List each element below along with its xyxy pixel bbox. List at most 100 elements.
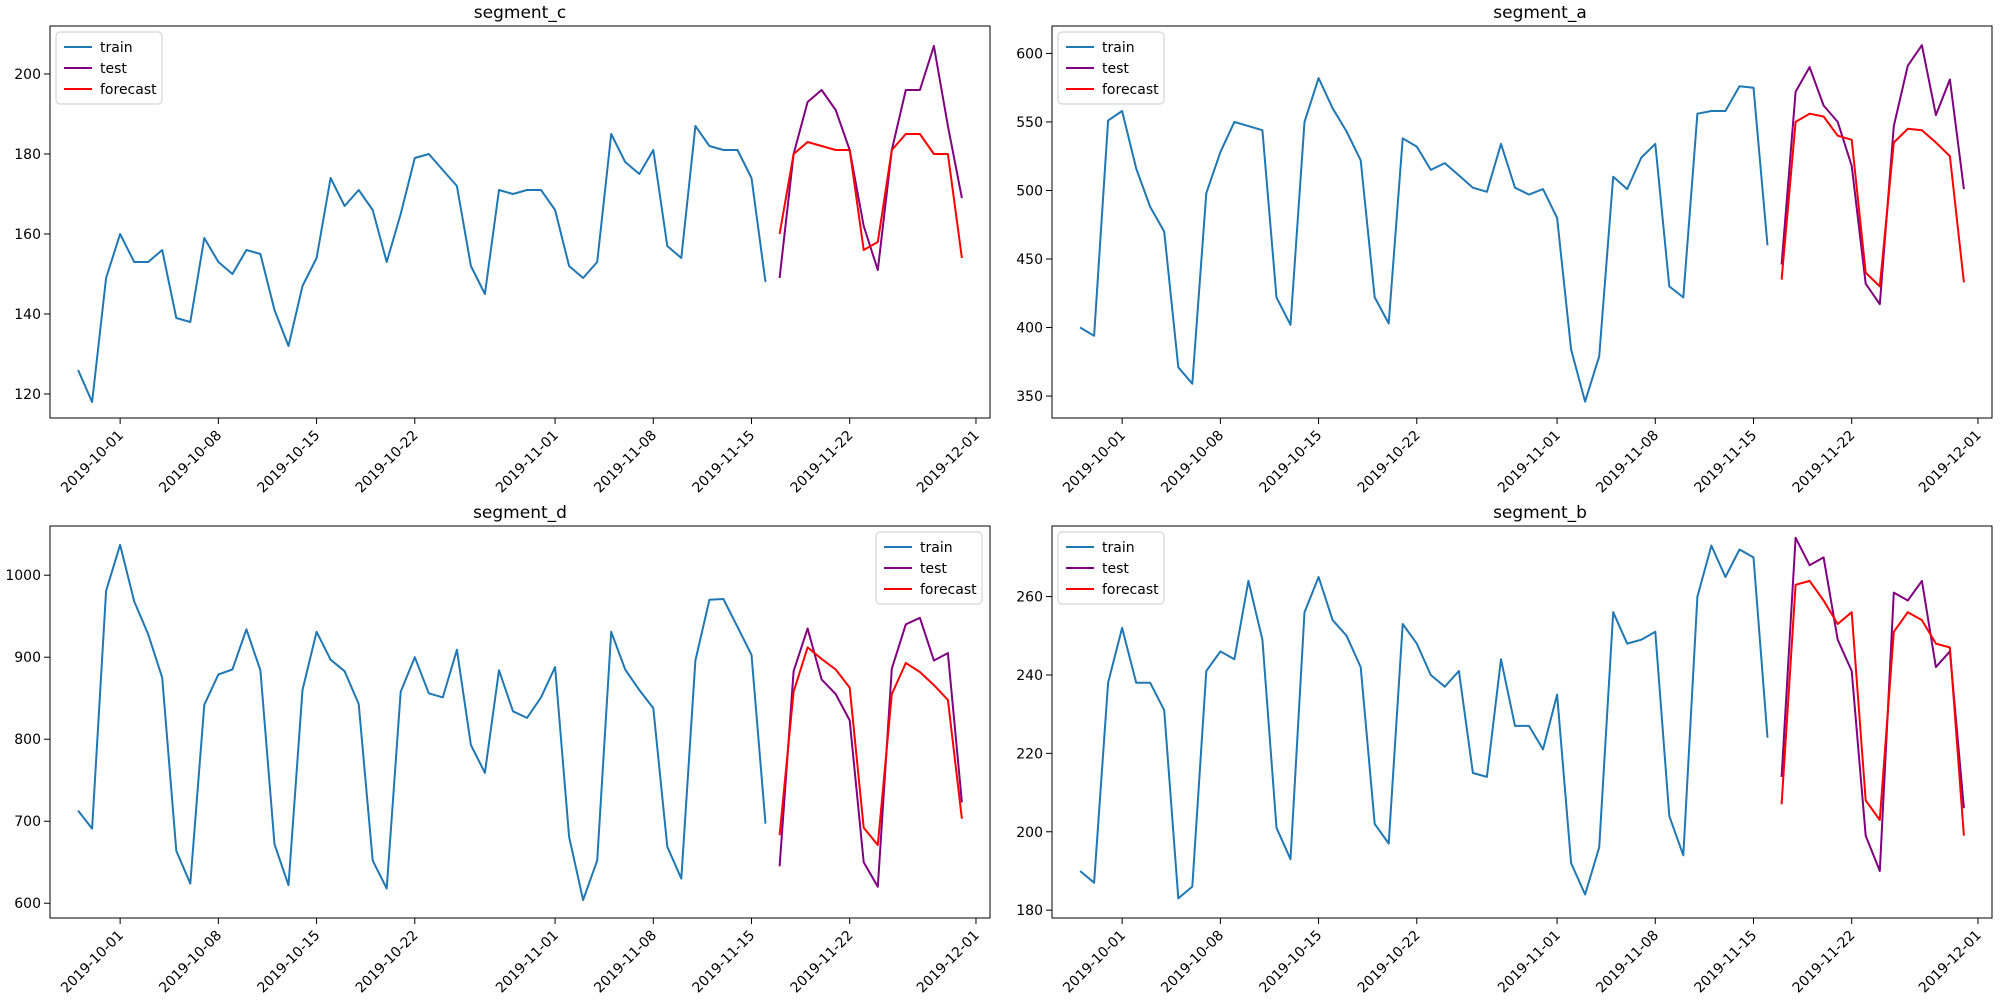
x-tick-label: 2019-10-15 — [1257, 428, 1326, 497]
x-tick-label: 2019-10-08 — [156, 928, 225, 997]
x-tick-label: 2019-12-01 — [1916, 928, 1985, 997]
x-tick-label: 2019-11-22 — [1790, 928, 1859, 997]
legend-box — [1057, 531, 1165, 605]
y-tick-label: 600 — [14, 896, 41, 912]
series-group — [1079, 536, 1965, 900]
y-tick-label: 400 — [1016, 321, 1043, 337]
x-tick-label: 2019-10-01 — [58, 928, 127, 997]
series-line-test — [1780, 44, 1965, 306]
series-line-train — [77, 125, 767, 403]
x-tick-label: 2019-11-01 — [493, 428, 562, 497]
axes-frame — [1051, 25, 1993, 419]
subplot-segment-d: segment_d 600 700 800 900 1000 2019-10-01 2019… — [0, 500, 1000, 1000]
subplot-segment-b: segment_b 180 200 220 240 260 2019-10-01 2019-… — [1000, 500, 2000, 1000]
y-tick-label: 220 — [1016, 746, 1043, 762]
y-tick-label: 500 — [1016, 183, 1043, 199]
x-tick-label: 2019-11-08 — [591, 928, 660, 997]
legend: train test forecast — [875, 531, 983, 605]
legend-box — [55, 31, 163, 105]
legend: train test forecast — [1057, 531, 1165, 605]
chart-svg: segment_d 600 700 800 900 1000 2019-10-01 2019… — [5, 503, 991, 997]
y-tick-label: 900 — [14, 650, 41, 666]
chart-svg: segment_b 180 200 220 240 260 2019-10-01 2019-… — [1016, 503, 1993, 997]
x-tick-label: 2019-10-01 — [58, 428, 127, 497]
y-tick-label: 200 — [14, 67, 41, 83]
x-tick-label: 2019-11-01 — [1495, 928, 1564, 997]
y-tick-label: 140 — [14, 307, 41, 323]
legend-label-train: train — [1102, 40, 1135, 56]
legend-label-train: train — [100, 40, 133, 56]
legend-box — [875, 531, 983, 605]
series-group — [77, 45, 963, 403]
series-line-test — [1780, 536, 1965, 872]
x-tick-label: 2019-10-15 — [255, 428, 324, 497]
legend-box — [1057, 31, 1165, 105]
series-group — [77, 543, 963, 901]
axes-frame — [49, 25, 991, 419]
y-tick-label: 350 — [1016, 389, 1043, 405]
series-line-forecast — [778, 646, 963, 846]
x-tick-label: 2019-10-01 — [1060, 428, 1129, 497]
series-group — [1079, 44, 1965, 403]
chart-title: segment_c — [474, 3, 566, 23]
x-tick-label: 2019-12-01 — [914, 928, 983, 997]
y-tick-label: 700 — [14, 814, 41, 830]
x-tick-label: 2019-10-08 — [1158, 928, 1227, 997]
x-tick-label: 2019-10-01 — [1060, 928, 1129, 997]
x-tick-label: 2019-11-22 — [788, 428, 857, 497]
legend-label-forecast: forecast — [1102, 582, 1159, 598]
legend-label-train: train — [920, 540, 953, 556]
series-line-test — [778, 45, 963, 279]
series-line-train — [1079, 544, 1769, 900]
y-tick-label: 260 — [1016, 590, 1043, 606]
chart-title: segment_b — [1493, 503, 1587, 523]
subplot-segment-a: segment_a 350 400 450 500 550 600 2019-10-01 20… — [1000, 0, 2000, 500]
y-tick-label: 180 — [14, 147, 41, 163]
x-tick-label: 2019-11-22 — [1790, 428, 1859, 497]
y-tick-label: 160 — [14, 227, 41, 243]
series-line-train — [1079, 77, 1769, 403]
x-tick-label: 2019-11-15 — [689, 428, 758, 497]
legend-label-test: test — [1102, 61, 1129, 77]
y-tick-label: 200 — [1016, 825, 1043, 841]
x-tick-label: 2019-12-01 — [914, 428, 983, 497]
y-tick-label: 550 — [1016, 115, 1043, 131]
y-tick-label: 180 — [1016, 903, 1043, 919]
x-tick-label: 2019-10-22 — [1355, 928, 1424, 997]
series-line-forecast — [1780, 112, 1965, 288]
x-tick-label: 2019-12-01 — [1916, 428, 1985, 497]
y-tick-label: 450 — [1016, 252, 1043, 268]
x-tick-label: 2019-11-22 — [788, 928, 857, 997]
axes-frame — [49, 525, 991, 919]
legend: train test forecast — [1057, 31, 1165, 105]
x-tick-label: 2019-10-15 — [255, 928, 324, 997]
x-tick-label: 2019-10-22 — [353, 928, 422, 997]
x-tick-label: 2019-10-15 — [1257, 928, 1326, 997]
x-tick-label: 2019-11-08 — [591, 428, 660, 497]
y-tick-label: 1000 — [5, 568, 41, 584]
x-tick-label: 2019-11-15 — [1691, 928, 1760, 997]
series-line-forecast — [1780, 579, 1965, 836]
legend: train test forecast — [55, 31, 163, 105]
legend-label-train: train — [1102, 540, 1135, 556]
y-tick-label: 600 — [1016, 46, 1043, 62]
legend-label-forecast: forecast — [920, 582, 977, 598]
x-tick-label: 2019-11-08 — [1593, 928, 1662, 997]
chart-title: segment_d — [473, 503, 567, 523]
chart-svg: segment_a 350 400 450 500 550 600 2019-10-01 20… — [1016, 3, 1993, 497]
chart-title: segment_a — [1493, 3, 1586, 23]
series-line-test — [778, 616, 963, 888]
x-tick-label: 2019-11-15 — [689, 928, 758, 997]
subplot-segment-c: segment_c 120 140 160 180 200 2019-10-01 2019-… — [0, 0, 1000, 500]
chart-svg: segment_c 120 140 160 180 200 2019-10-01 2019-… — [14, 3, 991, 497]
x-tick-label: 2019-10-08 — [156, 428, 225, 497]
x-tick-label: 2019-11-08 — [1593, 428, 1662, 497]
x-tick-label: 2019-11-01 — [1495, 428, 1564, 497]
axes-frame — [1051, 525, 1993, 919]
legend-label-test: test — [1102, 561, 1129, 577]
series-line-forecast — [778, 133, 963, 259]
series-line-train — [77, 543, 767, 901]
x-tick-label: 2019-10-22 — [1355, 428, 1424, 497]
x-tick-label: 2019-11-15 — [1691, 428, 1760, 497]
